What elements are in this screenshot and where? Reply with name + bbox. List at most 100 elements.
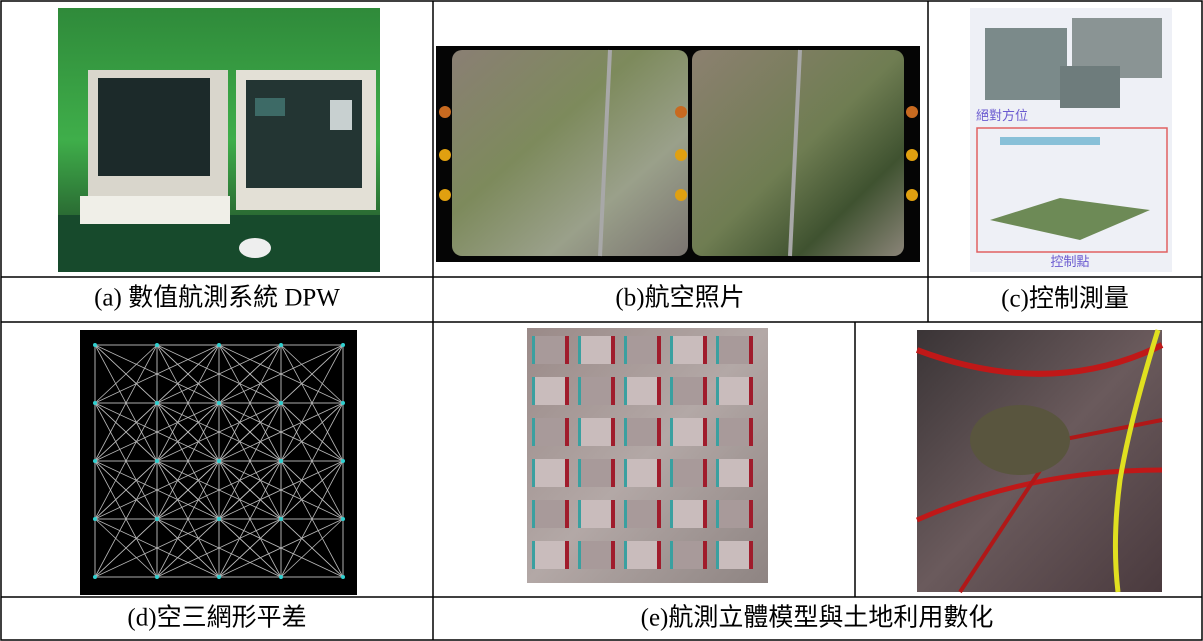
photo-dpw [58, 8, 380, 272]
building-shadow [670, 459, 673, 487]
building-shadow [565, 459, 569, 487]
network-node [341, 343, 345, 347]
network-line [218, 518, 344, 578]
network-node [155, 459, 159, 463]
caption: (b)航空照片 [615, 284, 744, 312]
building [535, 459, 569, 487]
building-shadow [749, 418, 753, 446]
network-line [218, 460, 344, 520]
network-node [217, 343, 221, 347]
building-shadow [670, 500, 673, 528]
network-node [93, 459, 97, 463]
building-shadow [703, 541, 707, 569]
building-shadow [624, 336, 627, 364]
building-shadow [532, 459, 535, 487]
building-shadow [657, 336, 661, 364]
building-shadow [716, 541, 719, 569]
caption: (d)空三網形平差 [127, 604, 306, 632]
building [719, 377, 753, 405]
network-node [279, 459, 283, 463]
network-line [94, 460, 158, 520]
network-line [280, 518, 344, 578]
building [719, 459, 753, 487]
building-shadow [565, 500, 569, 528]
building-shadow [670, 418, 673, 446]
building-shadow [670, 336, 673, 364]
image-stereo-model [527, 328, 768, 583]
building-shadow [565, 336, 569, 364]
building-shadow [532, 377, 535, 405]
building [719, 541, 753, 569]
building [627, 459, 661, 487]
network-node [279, 343, 283, 347]
building-shadow [703, 418, 707, 446]
network-node [341, 517, 345, 521]
building [535, 336, 569, 364]
building-shadow [578, 418, 581, 446]
building [581, 336, 615, 364]
network-node [217, 517, 221, 521]
image-land-use [915, 329, 1164, 594]
building [673, 336, 707, 364]
building-shadow [716, 377, 719, 405]
network-line [94, 344, 158, 404]
building [535, 500, 569, 528]
image-control-survey: 絕對方位 控制點 [970, 8, 1172, 272]
network-line [218, 518, 282, 578]
building-shadow [624, 500, 627, 528]
building-shadow [716, 336, 719, 364]
building-shadow [611, 418, 615, 446]
network-line [156, 344, 282, 404]
building [627, 541, 661, 569]
building-shadow [716, 500, 719, 528]
building-shadow [703, 500, 707, 528]
building-shadow [611, 541, 615, 569]
image-text: 控制點 [1050, 254, 1089, 269]
network-node [93, 343, 97, 347]
building-shadow [749, 377, 753, 405]
building-shadow [670, 541, 673, 569]
network-line [156, 460, 282, 520]
network-node [279, 517, 283, 521]
building-shadow [611, 377, 615, 405]
network-line [156, 402, 282, 462]
network-line [94, 344, 220, 404]
network-node [341, 459, 345, 463]
building-shadow [578, 336, 581, 364]
network-node [217, 459, 221, 463]
network-node [217, 401, 221, 405]
network-line [94, 460, 220, 520]
building-shadow [565, 377, 569, 405]
building-shadow [749, 459, 753, 487]
building [581, 541, 615, 569]
building [627, 377, 661, 405]
building [673, 377, 707, 405]
building-shadow [624, 418, 627, 446]
network-node [279, 575, 283, 579]
building-shadow [532, 500, 535, 528]
building [627, 336, 661, 364]
network-node [341, 401, 345, 405]
building [719, 336, 753, 364]
building [627, 500, 661, 528]
building-shadow [703, 336, 707, 364]
building-shadow [716, 459, 719, 487]
building-shadow [657, 541, 661, 569]
network-node [93, 401, 97, 405]
building-shadow [749, 541, 753, 569]
building [673, 459, 707, 487]
building-shadow [532, 541, 535, 569]
building [581, 500, 615, 528]
network-line [156, 518, 282, 578]
network-node [93, 575, 97, 579]
building-shadow [657, 418, 661, 446]
building-shadow [670, 377, 673, 405]
network-node [93, 517, 97, 521]
network-node [155, 401, 159, 405]
building [581, 418, 615, 446]
building [719, 418, 753, 446]
building-shadow [624, 541, 627, 569]
network-node [217, 575, 221, 579]
network-node [155, 343, 159, 347]
